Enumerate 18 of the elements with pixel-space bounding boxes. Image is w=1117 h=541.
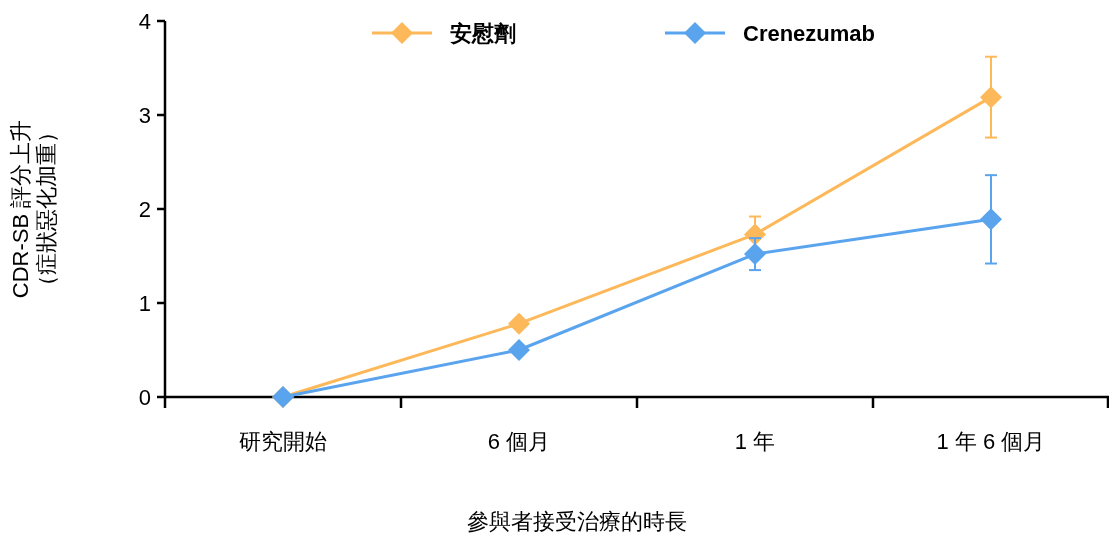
x-tick-label: 1 年 6 個月 bbox=[936, 429, 1046, 454]
point bbox=[744, 243, 766, 266]
y-tick-label: 1 bbox=[138, 290, 151, 316]
x-tick-label: 研究開始 bbox=[239, 429, 327, 454]
x-tick-label: 1 年 bbox=[734, 429, 776, 454]
x-axis-title: 參與者接受治療的時長 bbox=[467, 509, 687, 534]
point bbox=[980, 86, 1002, 109]
y-tick-label: 4 bbox=[138, 8, 151, 34]
x-tick-label: 6 個月 bbox=[487, 429, 551, 454]
point bbox=[508, 312, 530, 335]
y-tick-label: 3 bbox=[138, 102, 151, 128]
y-tick-label: 0 bbox=[138, 384, 151, 410]
y-tick-label: 2 bbox=[138, 196, 151, 222]
y-axis-title: CDR-SB 評分上升（症狀惡化加重） bbox=[8, 119, 59, 299]
point bbox=[980, 208, 1002, 231]
point bbox=[508, 339, 530, 361]
legend-label: Crenezumab bbox=[743, 20, 876, 46]
legend-label: 安慰劑 bbox=[450, 20, 516, 46]
